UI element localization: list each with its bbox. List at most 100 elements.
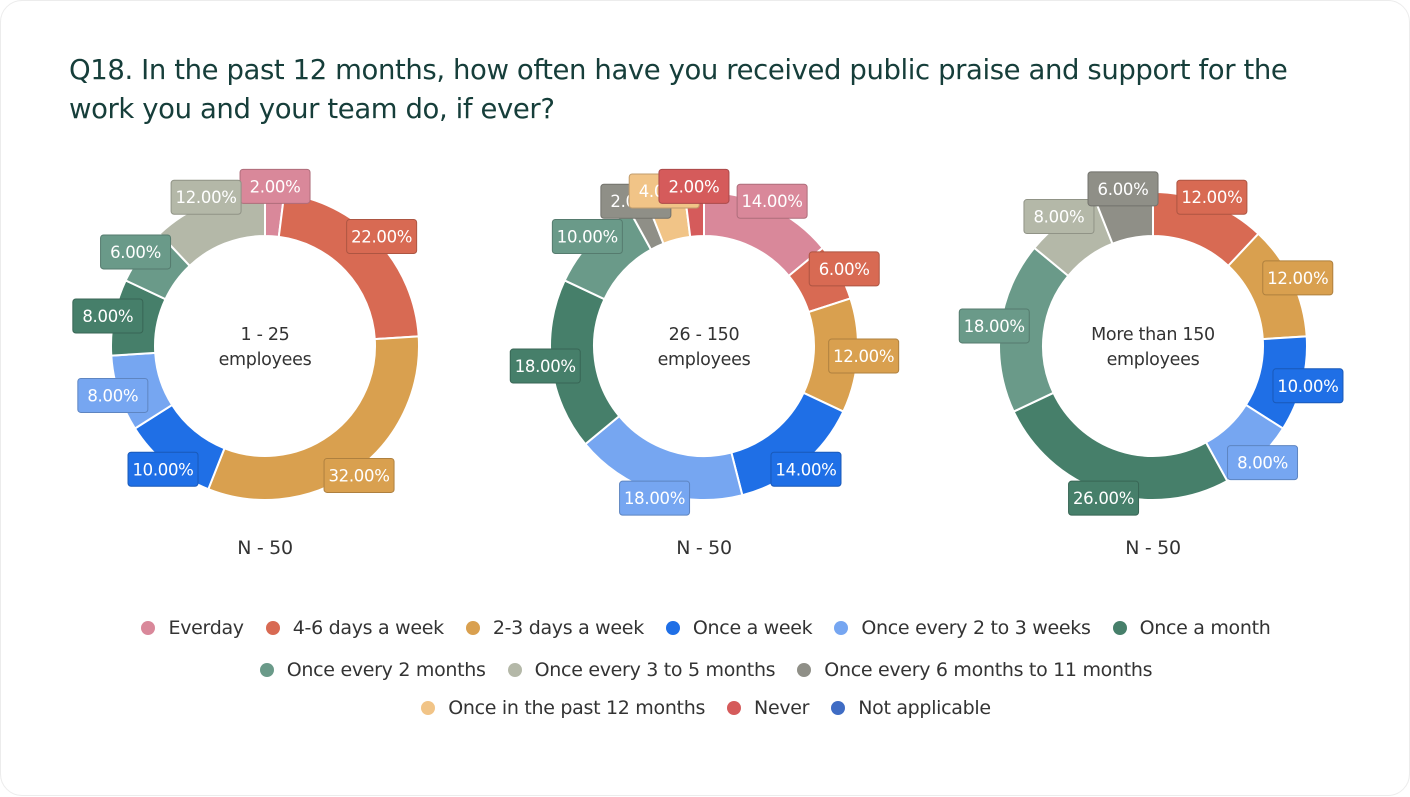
- data-label: 26.00%: [1068, 480, 1140, 516]
- data-label: 14.00%: [770, 451, 842, 487]
- data-label-box: [958, 308, 1030, 344]
- data-label: 22.00%: [346, 218, 418, 254]
- data-label-box: [1272, 368, 1344, 404]
- data-label-box: [1068, 480, 1140, 516]
- data-label: 14.00%: [736, 183, 808, 219]
- donut-slice: [277, 192, 420, 341]
- data-label-box: [770, 451, 842, 487]
- legend-item[interactable]: 2-3 days a week: [465, 617, 644, 639]
- data-label-box: [72, 298, 144, 334]
- data-label-box: [323, 457, 395, 493]
- data-label: 8.00%: [77, 377, 149, 413]
- data-label-text: 12.00%: [176, 188, 237, 207]
- data-label-box: [1087, 171, 1159, 207]
- donut-center-label: 1 - 25 employees: [219, 325, 312, 370]
- data-label-text: 6.00%: [819, 260, 870, 279]
- legend-row: Once in the past 12 months Never Not appli…: [1, 697, 1410, 719]
- data-label-text: 14.00%: [775, 460, 836, 479]
- legend-swatch: [265, 621, 280, 635]
- legend-label: Once in the past 12 months: [448, 697, 706, 719]
- data-label: 2.00%: [658, 168, 730, 204]
- data-label-box: [828, 338, 900, 374]
- data-label: 18.00%: [619, 480, 691, 516]
- data-label-box: [77, 377, 149, 413]
- legend-label: Not applicable: [858, 697, 991, 719]
- data-label-box: [1262, 260, 1334, 296]
- data-label-text: 12.00%: [833, 347, 894, 366]
- legend-item[interactable]: Once a week: [665, 617, 813, 639]
- data-label-box: [619, 480, 691, 516]
- legend-item[interactable]: Once every 2 to 3 weeks: [834, 617, 1091, 639]
- data-label-text: 2.00%: [668, 177, 719, 196]
- data-label-text: 10.00%: [132, 460, 193, 479]
- legend-swatch: [665, 621, 680, 635]
- data-label: 12.00%: [1262, 260, 1334, 296]
- legend-item[interactable]: Not applicable: [831, 697, 991, 719]
- legend-swatch: [1112, 621, 1127, 635]
- legend-item[interactable]: Once every 2 months: [259, 659, 486, 681]
- data-label-text: 26.00%: [1073, 489, 1134, 508]
- sample-size-label: N - 50: [237, 537, 293, 559]
- data-label-box: [346, 218, 418, 254]
- legend-swatch: [507, 663, 522, 677]
- data-label: 6.00%: [100, 234, 172, 270]
- data-label-text: 18.00%: [515, 357, 576, 376]
- data-label-box: [170, 179, 242, 215]
- legend-swatch: [421, 701, 436, 715]
- legend-label: Once every 3 to 5 months: [534, 659, 776, 681]
- data-label-text: 10.00%: [1277, 377, 1338, 396]
- data-label-box: [658, 168, 730, 204]
- legend-item[interactable]: Everday: [141, 617, 244, 639]
- data-label: 10.00%: [551, 218, 623, 254]
- legend-label: Once a week: [692, 617, 813, 639]
- donut-chart-1: 2.00% 22.00% 32.00% 10.00% 8.00% 8.00% 6.00% 12…: [72, 168, 420, 559]
- data-label-text: 8.00%: [1237, 454, 1288, 473]
- data-label: 18.00%: [958, 308, 1030, 344]
- data-label: 8.00%: [1023, 199, 1095, 235]
- data-label-text: 6.00%: [110, 243, 161, 262]
- legend-item[interactable]: Once a month: [1112, 617, 1271, 639]
- donut-center-label: 26 - 150 employees: [658, 325, 751, 370]
- legend-item[interactable]: Once in the past 12 months: [421, 697, 705, 719]
- legend-item[interactable]: 4-6 days a week: [265, 617, 444, 639]
- data-label-box: [1023, 199, 1095, 235]
- legend-label: Everday: [168, 617, 244, 639]
- data-label-box: [100, 234, 172, 270]
- data-label: 10.00%: [1272, 368, 1344, 404]
- data-label-text: 18.00%: [624, 489, 685, 508]
- data-label: 18.00%: [509, 348, 581, 384]
- data-label-box: [736, 183, 808, 219]
- legend-item[interactable]: Once every 3 to 5 months: [507, 659, 776, 681]
- data-label-box: [808, 251, 880, 287]
- data-label-box: [551, 218, 623, 254]
- data-label-text: 10.00%: [557, 227, 618, 246]
- legend-item[interactable]: Never: [727, 697, 810, 719]
- legend-label: Once every 2 to 3 weeks: [861, 617, 1091, 639]
- data-label: 12.00%: [828, 338, 900, 374]
- data-label-text: 6.00%: [1098, 180, 1149, 199]
- data-label-text: 32.00%: [328, 466, 389, 485]
- legend-swatch: [727, 701, 742, 715]
- legend-label: 4-6 days a week: [292, 617, 444, 639]
- legend-label: Once every 2 months: [286, 659, 486, 681]
- legend-swatch: [465, 621, 480, 635]
- legend-label: 2-3 days a week: [492, 617, 644, 639]
- data-label: 8.00%: [72, 298, 144, 334]
- donut-center-label: More than 150 employees: [1091, 325, 1215, 370]
- legend-swatch: [259, 663, 274, 677]
- data-label-text: 12.00%: [1181, 188, 1242, 207]
- data-label-text: 8.00%: [1033, 208, 1084, 227]
- data-label: 2.00%: [239, 168, 311, 204]
- legend-item[interactable]: Once every 6 months to 11 months: [797, 659, 1153, 681]
- legend-swatch: [141, 621, 156, 635]
- data-label-text: 14.00%: [742, 192, 803, 211]
- data-label: 12.00%: [170, 179, 242, 215]
- data-label-box: [509, 348, 581, 384]
- data-label-text: 22.00%: [351, 227, 412, 246]
- legend-row: Everday 4-6 days a week 2-3 days a week Onc…: [1, 617, 1410, 639]
- data-label: 6.00%: [1087, 171, 1159, 207]
- chart-title: Q18. In the past 12 months, how often ha…: [69, 54, 1288, 125]
- legend-swatch: [797, 663, 812, 677]
